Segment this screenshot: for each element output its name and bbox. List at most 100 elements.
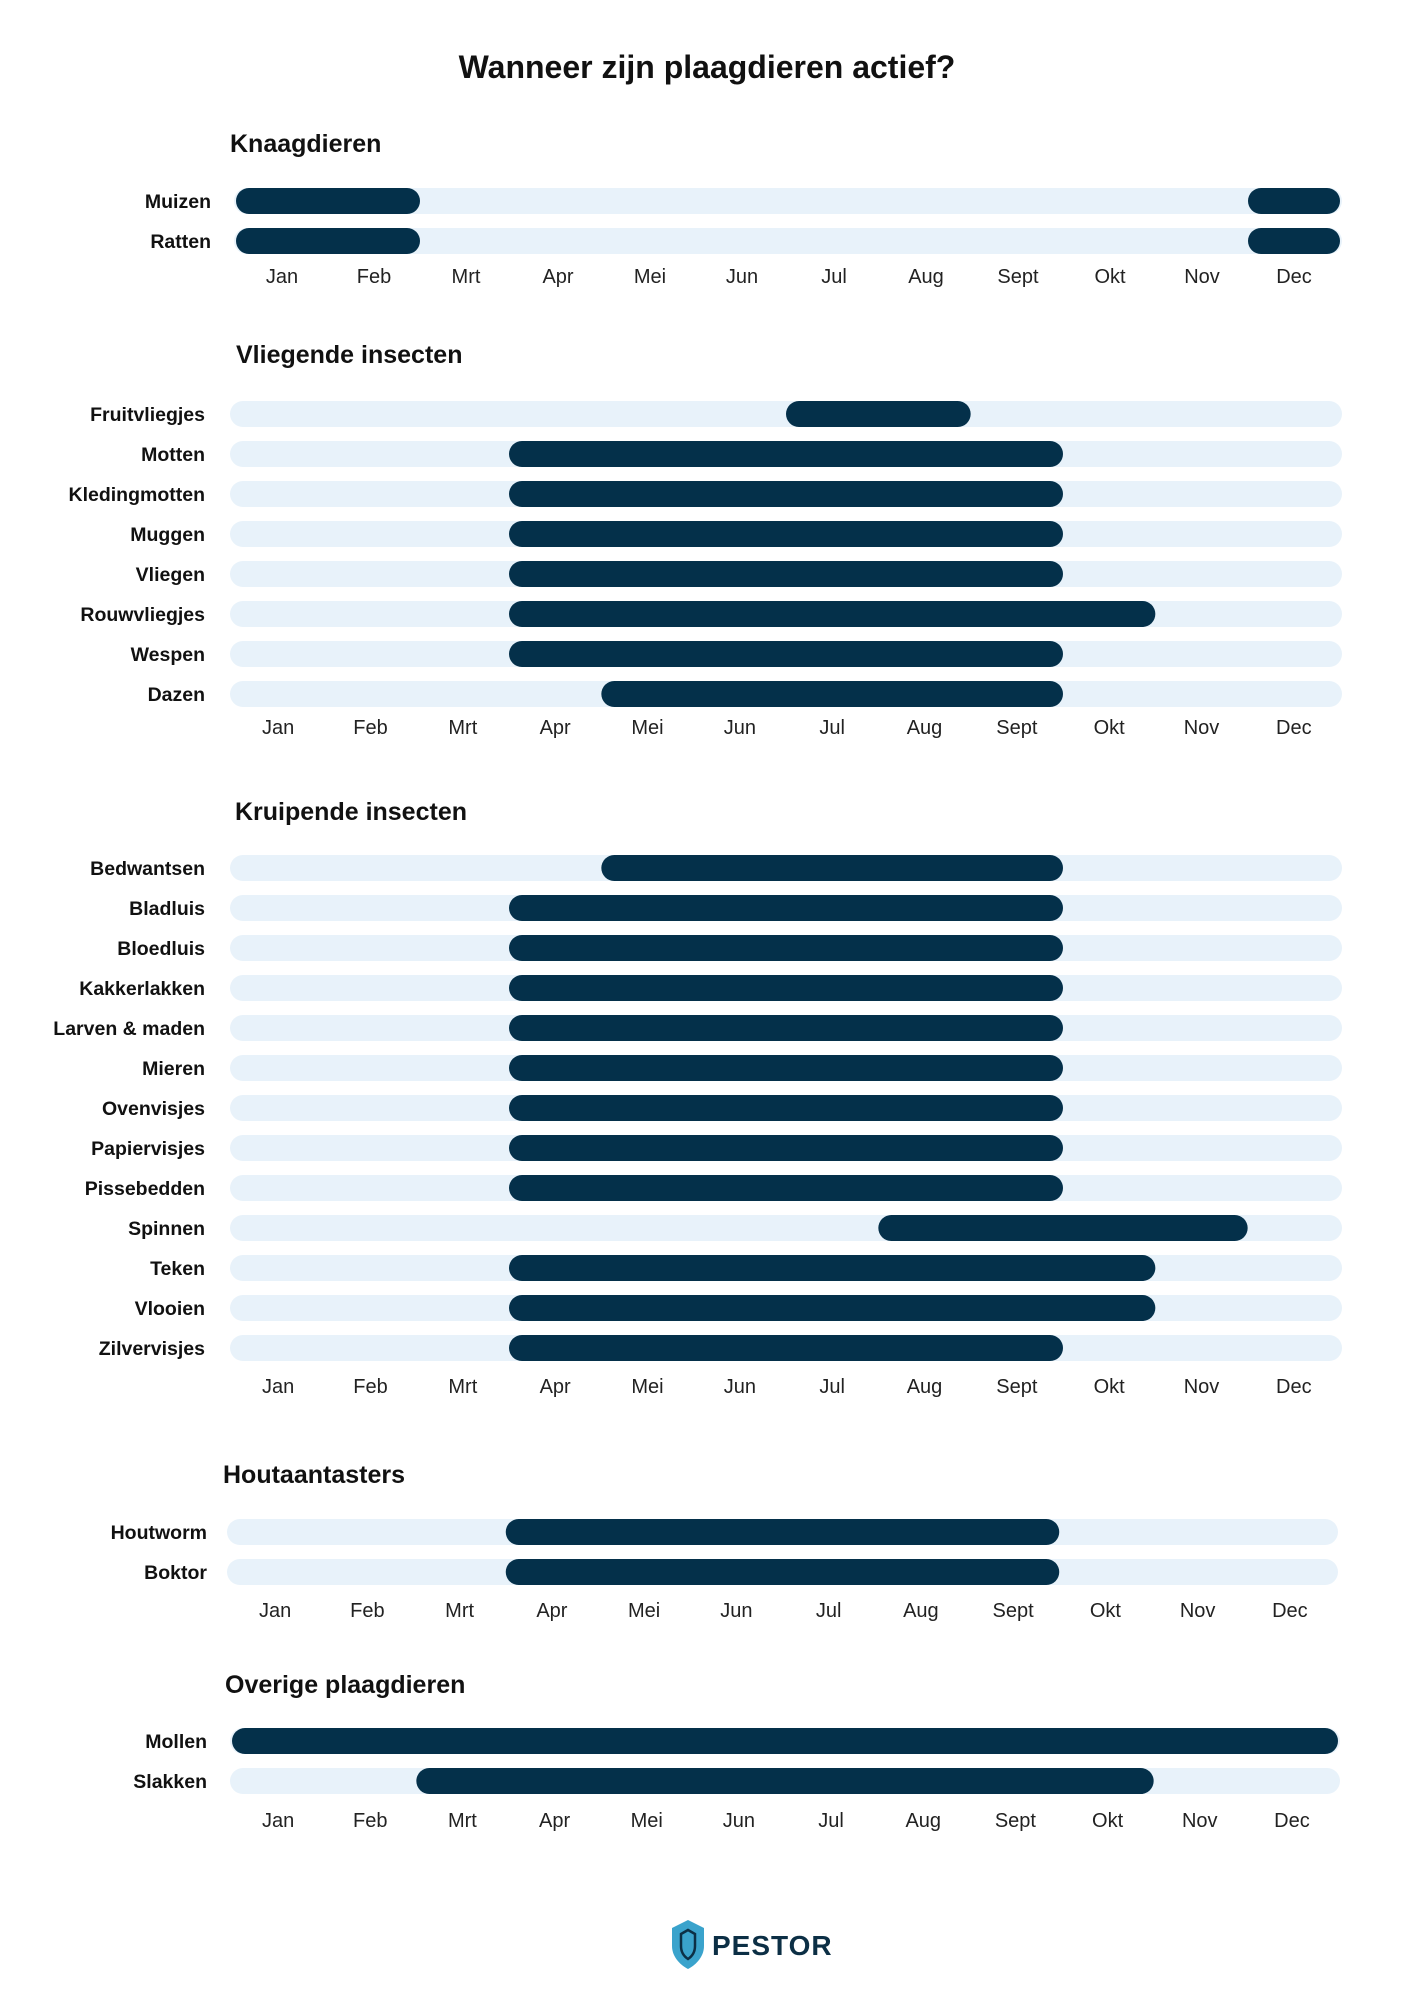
row-label: Kledingmotten — [69, 484, 206, 506]
month-tick-label: Aug — [907, 717, 943, 739]
shield-icon — [672, 1920, 704, 1969]
month-tick-label: Okt — [1092, 1810, 1124, 1832]
activity-bar — [1248, 188, 1340, 214]
row-track — [234, 228, 1342, 254]
activity-bar — [509, 641, 1063, 667]
month-tick-label: Apr — [539, 1810, 570, 1832]
row-label: Boktor — [144, 1562, 207, 1584]
month-tick-label: Mei — [631, 717, 663, 739]
brand-name: PESTOR — [712, 1930, 833, 1961]
activity-bar — [601, 855, 1063, 881]
chart-groups: Knaagdieren Muizen Ratten Jan Feb Mrt Apr Mei Ju… — [53, 130, 1342, 1832]
row-label: Ovenvisjes — [102, 1098, 205, 1120]
month-tick-label: Jul — [819, 717, 845, 739]
activity-bar — [509, 1175, 1063, 1201]
row-label: Papiervisjes — [91, 1138, 205, 1160]
row-label: Vliegen — [136, 564, 205, 586]
month-tick-label: Feb — [353, 1810, 387, 1832]
month-tick-label: Okt — [1094, 266, 1126, 288]
month-tick-label: Dec — [1276, 266, 1312, 288]
month-tick-label: Sept — [996, 717, 1038, 739]
activity-bar — [509, 481, 1063, 507]
month-tick-label: Jul — [819, 1376, 845, 1398]
month-tick-label: Okt — [1094, 1376, 1126, 1398]
row-label: Larven & maden — [53, 1018, 205, 1040]
row-label: Mollen — [145, 1731, 207, 1753]
month-tick-label: Okt — [1094, 717, 1126, 739]
activity-bar — [509, 1015, 1063, 1041]
month-tick-label: Dec — [1272, 1600, 1308, 1622]
month-tick-label: Mrt — [445, 1600, 474, 1622]
month-tick-label: Feb — [353, 717, 387, 739]
activity-bar — [601, 681, 1063, 707]
month-tick-label: Jan — [262, 717, 294, 739]
group-title: Kruipende insecten — [235, 798, 467, 826]
activity-bar — [232, 1728, 1338, 1754]
row-label: Bladluis — [129, 898, 205, 920]
row-label: Mieren — [142, 1058, 205, 1080]
month-tick-label: Sept — [995, 1810, 1037, 1832]
row-label: Pissebedden — [85, 1178, 205, 1200]
activity-bar — [509, 975, 1063, 1001]
activity-bar — [509, 1295, 1156, 1321]
brand-logo — [672, 1920, 704, 1969]
activity-bar — [509, 1055, 1063, 1081]
month-tick-label: Aug — [908, 266, 944, 288]
month-tick-label: Jun — [723, 1810, 755, 1832]
month-tick-label: Jan — [262, 1376, 294, 1398]
row-label: Bloedluis — [117, 938, 205, 960]
row-label: Motten — [141, 444, 205, 466]
activity-bar — [786, 401, 971, 427]
activity-bar — [509, 1335, 1063, 1361]
activity-bar — [509, 895, 1063, 921]
row-label: Kakkerlakken — [79, 978, 205, 1000]
group-4: Overige plaagdieren Mollen Slakken Jan Feb Mr… — [133, 1671, 1340, 1832]
row-label: Slakken — [133, 1771, 207, 1793]
month-tick-label: Jul — [821, 266, 847, 288]
month-tick-label: Jun — [724, 717, 756, 739]
activity-bar — [509, 561, 1063, 587]
activity-bar — [509, 521, 1063, 547]
row-label: Vlooien — [135, 1298, 205, 1320]
month-tick-label: Jun — [724, 1376, 756, 1398]
month-tick-label: Feb — [357, 266, 391, 288]
month-tick-label: Jan — [262, 1810, 294, 1832]
month-tick-label: Sept — [993, 1600, 1035, 1622]
group-title: Vliegende insecten — [236, 341, 462, 369]
row-label: Zilvervisjes — [99, 1338, 205, 1360]
month-tick-label: Jan — [266, 266, 298, 288]
month-tick-label: Nov — [1182, 1810, 1218, 1832]
month-tick-label: Feb — [350, 1600, 384, 1622]
month-tick-label: Jul — [818, 1810, 844, 1832]
month-tick-label: Dec — [1274, 1810, 1310, 1832]
group-1: Vliegende insecten Fruitvliegjes Motten Kle… — [69, 341, 1342, 739]
row-label: Dazen — [148, 684, 205, 706]
activity-bar — [1248, 228, 1340, 254]
month-tick-label: Nov — [1180, 1600, 1216, 1622]
activity-bar — [505, 1519, 1060, 1545]
month-tick-label: Jun — [720, 1600, 752, 1622]
activity-bar — [236, 228, 420, 254]
chart-title: Wanneer zijn plaagdieren actief? — [459, 49, 956, 85]
group-title: Houtaantasters — [223, 1461, 405, 1489]
row-label: Teken — [150, 1258, 205, 1280]
group-0: Knaagdieren Muizen Ratten Jan Feb Mrt Apr Mei Ju… — [145, 130, 1342, 288]
activity-bar — [416, 1768, 1154, 1794]
month-tick-label: Dec — [1276, 1376, 1312, 1398]
group-2: Kruipende insecten Bedwantsen Bladluis Bloe… — [53, 798, 1342, 1398]
row-label: Ratten — [150, 231, 211, 253]
activity-bar — [509, 1095, 1063, 1121]
month-tick-label: Mei — [628, 1600, 660, 1622]
month-tick-label: Aug — [907, 1376, 943, 1398]
activity-bar — [509, 935, 1063, 961]
row-label: Muggen — [130, 524, 205, 546]
month-tick-label: Nov — [1184, 717, 1220, 739]
month-tick-label: Sept — [996, 1376, 1038, 1398]
row-label: Bedwantsen — [90, 858, 205, 880]
month-tick-label: Mei — [631, 1810, 663, 1832]
activity-bar — [236, 188, 420, 214]
row-label: Rouwvliegjes — [80, 604, 205, 626]
month-tick-label: Okt — [1090, 1600, 1122, 1622]
activity-bar — [878, 1215, 1248, 1241]
row-label: Spinnen — [128, 1218, 205, 1240]
